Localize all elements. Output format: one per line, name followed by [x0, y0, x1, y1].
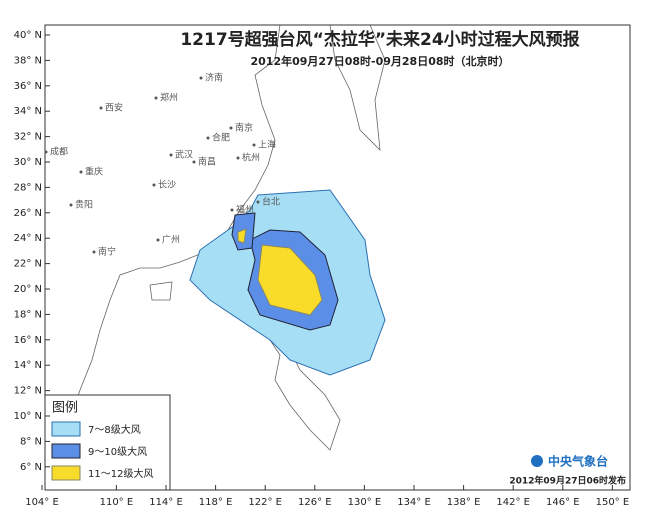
- legend-label: 7～8级大风: [88, 423, 141, 436]
- city-dot: [169, 153, 173, 157]
- legend: 图例 7～8级大风 9～10级大风 11～12级大风: [44, 394, 171, 491]
- lon-tick-label: 118° E: [199, 497, 233, 508]
- lat-tick-label: 16° N: [14, 335, 42, 346]
- city-dot: [156, 238, 160, 242]
- lon-tick-label: 134° E: [397, 497, 431, 508]
- city-dot: [230, 208, 234, 212]
- lat-tick-label: 14° N: [14, 360, 42, 371]
- city-label: 合肥: [212, 132, 230, 144]
- city-label: 广州: [162, 234, 180, 246]
- lon-tick-label: 146° E: [546, 497, 580, 508]
- city-label: 贵阳: [75, 199, 93, 211]
- city-label: 西安: [105, 102, 123, 114]
- city-label: 福州: [236, 204, 254, 216]
- city-dot: [199, 76, 203, 80]
- city-dot: [206, 136, 210, 140]
- city-label: 南宁: [98, 246, 116, 258]
- lat-tick-label: 32° N: [14, 132, 42, 143]
- lon-tick-label: 142° E: [496, 497, 530, 508]
- issued-time: 2012年09月27日06时发布: [509, 475, 626, 487]
- lat-tick-label: 10° N: [14, 411, 42, 422]
- wind-areas: [189, 189, 386, 376]
- city-label: 武汉: [175, 149, 193, 161]
- hainan: [149, 281, 173, 301]
- lat-tick-label: 20° N: [14, 284, 42, 295]
- city-dot: [79, 170, 83, 174]
- lat-tick-label: 34° N: [14, 106, 42, 117]
- city-dot: [236, 156, 240, 160]
- city-label: 郑州: [160, 92, 178, 104]
- subtitle: 2012年09月27日08时-09月28日08时（北京时）: [250, 54, 509, 68]
- city-dot: [256, 200, 260, 204]
- gale-11-12: [257, 244, 323, 316]
- city-dot: [229, 126, 233, 130]
- city-label: 济南: [205, 72, 223, 84]
- legend-label: 9～10级大风: [88, 445, 147, 458]
- lat-tick-label: 12° N: [14, 386, 42, 397]
- city-dot: [99, 106, 103, 110]
- city-label: 重庆: [85, 166, 103, 178]
- city-label: 杭州: [242, 152, 260, 164]
- city-dot: [69, 203, 73, 207]
- city-label: 长沙: [158, 179, 176, 191]
- agency-logo: [531, 455, 543, 467]
- lon-tick-label: 126° E: [298, 497, 332, 508]
- city-label: 南京: [235, 122, 253, 134]
- lat-tick-label: 8° N: [20, 436, 42, 447]
- lon-tick-label: 114° E: [149, 497, 183, 508]
- city-dot: [152, 183, 156, 187]
- lat-tick-label: 24° N: [14, 233, 42, 244]
- title: 1217号超强台风“杰拉华”未来24小时过程大风预报: [180, 29, 579, 50]
- lon-tick-label: 130° E: [348, 497, 382, 508]
- legend-title: 图例: [52, 401, 78, 416]
- lat-tick-label: 30° N: [14, 157, 42, 168]
- legend-swatch: [51, 443, 81, 459]
- lat-tick-label: 6° N: [20, 462, 42, 473]
- lat-tick-label: 36° N: [14, 81, 42, 92]
- lon-tick-label: 110° E: [100, 497, 134, 508]
- city-label: 上海: [258, 139, 276, 151]
- lat-tick-label: 28° N: [14, 182, 42, 193]
- korea-japan: [329, 24, 386, 152]
- city-dot: [92, 250, 96, 254]
- lon-tick-label: 122° E: [248, 497, 282, 508]
- legend-label: 11～12级大风: [88, 467, 153, 480]
- lon-tick-label: 104° E: [25, 497, 59, 508]
- lat-tick-label: 40° N: [14, 30, 42, 41]
- legend-swatch: [51, 465, 81, 481]
- lat-tick-label: 22° N: [14, 259, 42, 270]
- legend-swatch: [51, 421, 81, 437]
- lat-tick-label: 38° N: [14, 55, 42, 66]
- lat-tick-label: 18° N: [14, 309, 42, 320]
- lon-tick-label: 150° E: [596, 497, 630, 508]
- lat-tick-label: 26° N: [14, 208, 42, 219]
- city-label: 南昌: [198, 156, 216, 168]
- city-label: 成都: [50, 146, 68, 158]
- lon-tick-label: 138° E: [447, 497, 481, 508]
- gale-11-12-strait: [237, 228, 247, 244]
- city-label: 台北: [262, 196, 280, 208]
- agency: 中央气象台: [548, 454, 608, 469]
- map-frame: [44, 24, 631, 491]
- city-dot: [252, 143, 256, 147]
- city-dot: [44, 150, 48, 154]
- city-dot: [192, 160, 196, 164]
- city-dot: [154, 96, 158, 100]
